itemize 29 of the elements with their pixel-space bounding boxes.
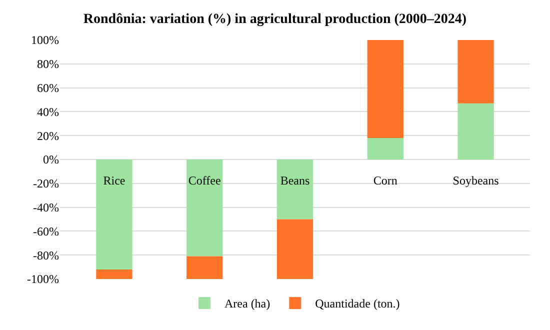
bar — [458, 40, 494, 104]
x-tick-label: Soybeans — [452, 174, 500, 188]
x-tick-label: Beans — [280, 174, 310, 188]
bar — [96, 160, 132, 270]
x-tick-label: Rice — [103, 174, 126, 188]
chart-title: Rondônia: variation (%) in agricultural production (2000–2024) — [83, 12, 467, 27]
bar — [367, 138, 404, 160]
y-tick-label: -20% — [33, 176, 59, 191]
y-tick-label: -60% — [33, 224, 59, 238]
y-tick-label: 100% — [31, 33, 59, 48]
bar — [186, 256, 223, 279]
bar — [186, 160, 223, 256]
x-tick-label: Corn — [373, 174, 398, 188]
bar — [276, 219, 314, 279]
bar — [96, 269, 132, 279]
y-tick-label: 0% — [43, 152, 59, 167]
bar — [276, 160, 314, 220]
y-tick-label: -100% — [27, 272, 59, 286]
legend-label: Area (ha) — [224, 296, 270, 311]
y-tick-label: -80% — [33, 248, 59, 262]
bar — [367, 40, 404, 138]
bar — [458, 103, 494, 160]
y-tick-label: -40% — [33, 200, 59, 214]
y-tick-label: 80% — [37, 57, 59, 72]
y-tick-label: 60% — [37, 81, 59, 95]
y-tick-label: 40% — [37, 104, 59, 119]
y-tick-label: 20% — [37, 128, 59, 143]
legend-label: Quantidade (ton.) — [315, 296, 400, 311]
x-tick-label: Coffee — [188, 174, 221, 188]
